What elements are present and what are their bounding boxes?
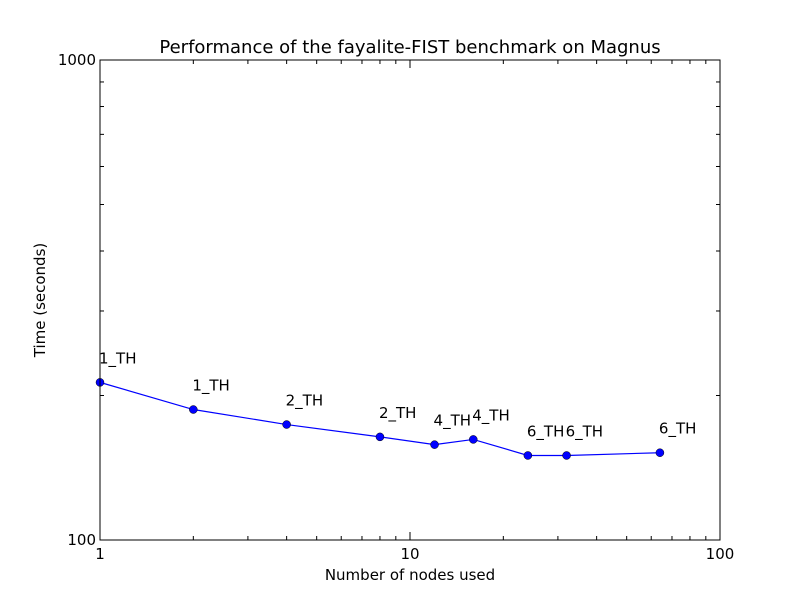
chart-title: Performance of the fayalite-FIST benchma… — [159, 37, 660, 58]
data-point — [430, 440, 439, 449]
point-label: 4_TH — [434, 412, 472, 431]
point-label: 6_TH — [566, 422, 604, 441]
plot-frame — [99, 59, 721, 541]
series-group: 1_TH1_TH2_TH2_TH 4_TH 4_TH6_TH 6_TH 6_TH — [95, 349, 697, 460]
point-label: 1_TH — [99, 349, 137, 368]
data-point — [469, 435, 478, 444]
point-label: 2_TH — [379, 404, 417, 423]
data-point — [523, 451, 533, 460]
point-label: 1_TH — [192, 377, 230, 396]
x-tick-label: 10 — [400, 545, 419, 563]
y-tick-label: 100 — [67, 531, 96, 549]
data-point — [375, 432, 385, 442]
y-tick-label: 1000 — [58, 51, 96, 69]
ticks: 1 10 100 100 1000 — [58, 51, 735, 563]
point-label: 6_TH — [659, 420, 697, 439]
data-point — [562, 451, 571, 460]
point-label: 2_TH — [286, 392, 324, 411]
data-point — [189, 405, 198, 414]
x-tick-label: 1 — [95, 545, 105, 563]
x-axis-label: Number of nodes used — [325, 566, 495, 584]
y-axis-label: Time (seconds) — [31, 243, 49, 359]
data-point — [655, 448, 665, 457]
point-label: 4_TH — [472, 406, 510, 425]
x-tick-label: 100 — [706, 545, 735, 563]
data-point — [282, 420, 291, 429]
point-label: 6_TH — [527, 422, 565, 441]
